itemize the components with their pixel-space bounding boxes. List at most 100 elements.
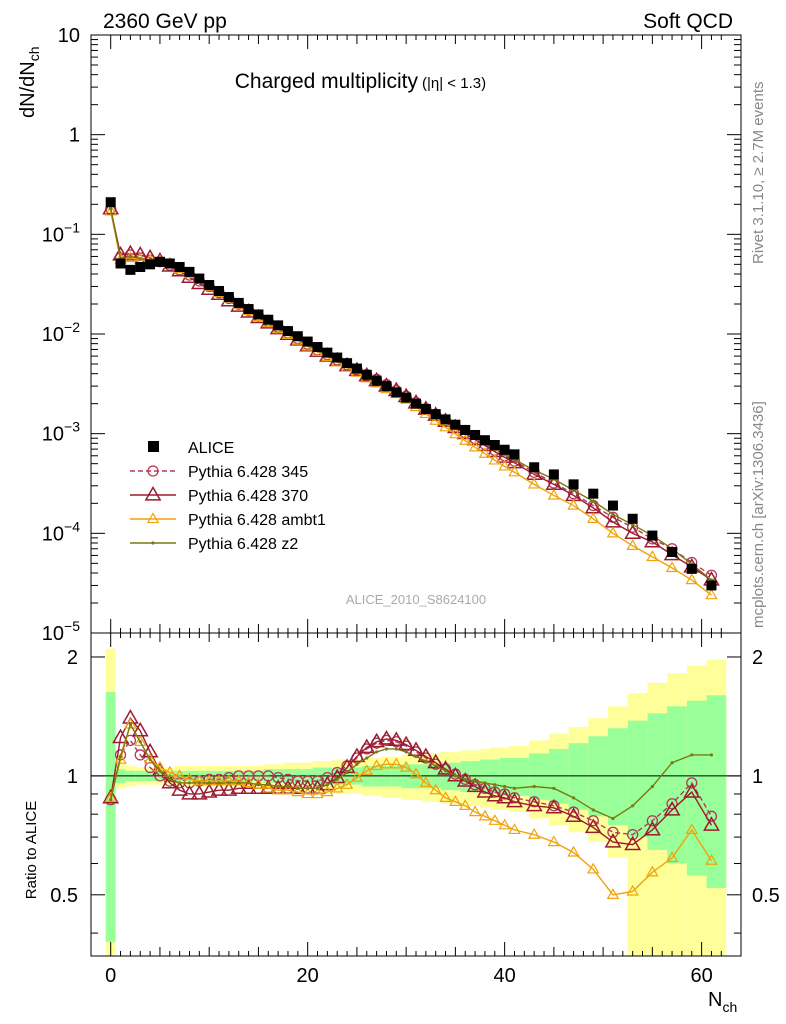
series-point bbox=[330, 781, 344, 793]
data-point bbox=[361, 369, 372, 380]
series-point bbox=[335, 777, 339, 781]
band-inner bbox=[470, 761, 481, 793]
series-point bbox=[138, 257, 142, 261]
data-point bbox=[214, 286, 225, 297]
data-point bbox=[273, 320, 284, 331]
series-point bbox=[437, 760, 454, 775]
series-point bbox=[458, 433, 472, 445]
series-point bbox=[212, 774, 226, 786]
series-point bbox=[286, 784, 290, 789]
series-point bbox=[350, 770, 364, 782]
series-point bbox=[606, 888, 620, 899]
series-point bbox=[291, 785, 305, 797]
series-point bbox=[449, 795, 462, 806]
series-point bbox=[118, 754, 123, 759]
y-tick-label: 10 bbox=[58, 25, 80, 47]
y-tick-label: 10−5 bbox=[42, 618, 80, 645]
y-tick-label: 10−1 bbox=[42, 219, 80, 246]
series-point bbox=[627, 829, 639, 841]
series-point bbox=[703, 816, 720, 831]
xtick-labels: 0 20 40 60 bbox=[105, 965, 713, 987]
data-point bbox=[381, 381, 392, 392]
series-point bbox=[281, 783, 295, 795]
series-point bbox=[506, 792, 523, 808]
series-point bbox=[512, 786, 517, 790]
y-tick-label-right: 2 bbox=[752, 647, 763, 669]
series-point bbox=[567, 498, 580, 510]
series-point bbox=[547, 835, 561, 847]
series-point bbox=[230, 779, 248, 794]
series-point bbox=[690, 753, 694, 757]
series-point bbox=[256, 783, 261, 787]
header-right: Soft QCD bbox=[643, 10, 733, 33]
series-point bbox=[210, 781, 228, 796]
series-point bbox=[178, 781, 182, 785]
band-inner bbox=[627, 720, 648, 838]
series-point bbox=[453, 774, 457, 778]
series-point bbox=[143, 752, 157, 764]
series-point bbox=[250, 779, 267, 794]
series-point bbox=[545, 798, 563, 814]
series-point bbox=[587, 815, 599, 827]
series-point bbox=[397, 735, 415, 751]
series-point bbox=[508, 465, 521, 477]
series-point bbox=[473, 779, 477, 783]
main-ylabel: dN/dNch bbox=[17, 47, 42, 119]
series-point bbox=[128, 722, 132, 727]
series-point bbox=[378, 729, 395, 745]
series-point bbox=[387, 731, 405, 747]
series-point bbox=[685, 823, 699, 835]
series-point bbox=[607, 826, 619, 838]
series-point bbox=[345, 770, 349, 775]
data-point bbox=[509, 449, 520, 460]
series-point bbox=[643, 532, 661, 548]
series-point bbox=[686, 777, 698, 789]
data-point bbox=[450, 419, 461, 430]
series-point bbox=[138, 740, 142, 744]
data-point bbox=[253, 309, 264, 320]
legend-marker bbox=[144, 485, 162, 501]
series-point bbox=[626, 539, 639, 550]
main-data-points bbox=[105, 197, 717, 591]
series-point bbox=[527, 827, 541, 839]
series-point bbox=[158, 769, 162, 773]
series-point bbox=[380, 757, 393, 769]
series-point bbox=[163, 765, 177, 777]
series-point bbox=[187, 781, 192, 785]
data-point bbox=[125, 264, 136, 275]
series-point bbox=[404, 750, 408, 754]
series-point bbox=[591, 808, 595, 812]
series-point bbox=[476, 783, 494, 798]
legend-label: Pythia 6.428 z2 bbox=[188, 536, 298, 553]
series-point bbox=[355, 762, 359, 766]
data-point bbox=[607, 500, 618, 511]
legend-label: Pythia 6.428 345 bbox=[188, 464, 308, 481]
series-point bbox=[121, 709, 139, 724]
series-point bbox=[134, 749, 146, 761]
data-point bbox=[204, 280, 215, 291]
series-point bbox=[427, 753, 445, 769]
series-point bbox=[488, 453, 502, 465]
series-point bbox=[646, 550, 659, 562]
data-point bbox=[302, 336, 313, 347]
y-tick-label: 2 bbox=[67, 647, 78, 669]
series-point bbox=[631, 523, 635, 527]
data-point bbox=[411, 398, 421, 409]
data-point bbox=[548, 469, 559, 480]
data-point bbox=[489, 439, 500, 450]
series-point bbox=[624, 835, 642, 851]
series-point bbox=[190, 784, 208, 800]
y-tick-label-right: 0.5 bbox=[752, 885, 780, 907]
series-point bbox=[368, 732, 386, 748]
band-inner bbox=[480, 759, 490, 794]
series-point bbox=[171, 781, 189, 796]
band-inner bbox=[529, 753, 549, 800]
series-point bbox=[571, 796, 576, 800]
data-point bbox=[135, 262, 146, 273]
series-point bbox=[606, 526, 620, 538]
data-point bbox=[194, 273, 205, 284]
series-point bbox=[528, 796, 540, 808]
series-point bbox=[503, 784, 507, 789]
series-point bbox=[246, 781, 251, 785]
